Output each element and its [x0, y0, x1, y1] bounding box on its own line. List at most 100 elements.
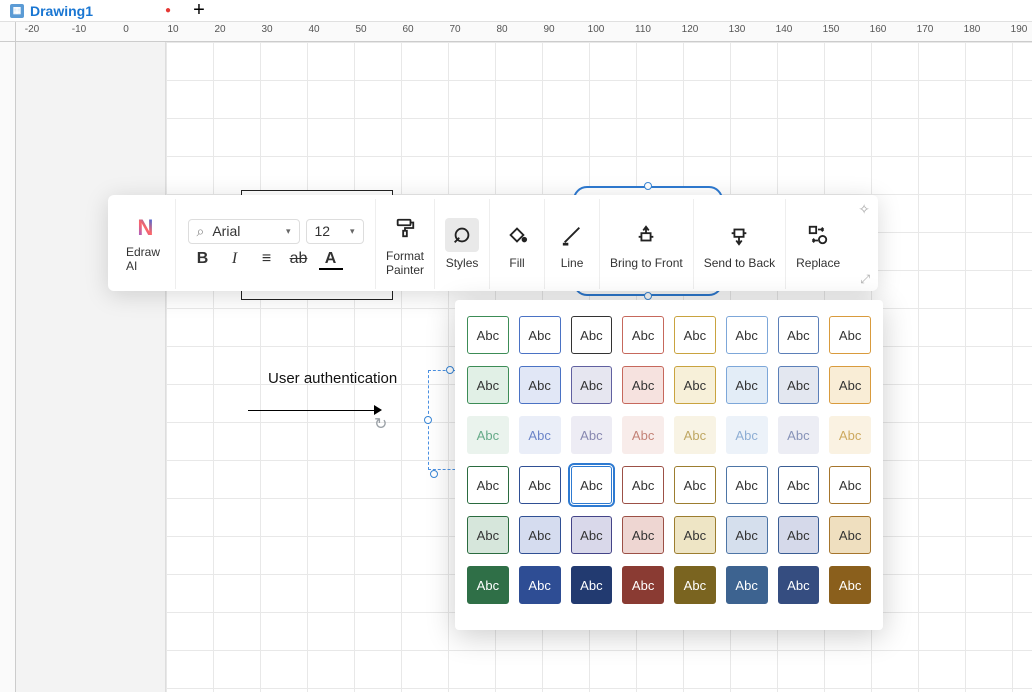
chevron-down-icon: ▾ [286, 226, 291, 237]
style-swatch[interactable]: Abc [467, 566, 509, 604]
style-swatch[interactable]: Abc [778, 466, 820, 504]
tab-bar: ▦ Drawing1 ● + [0, 0, 1032, 22]
floating-toolbar: ✧ ⤢ N Edraw AI ⌕ Arial ▾ 12 ▾ B I [108, 195, 878, 291]
text-user-auth[interactable]: User authentication [268, 370, 397, 387]
style-swatch[interactable]: Abc [674, 466, 716, 504]
style-swatch[interactable]: Abc [467, 516, 509, 554]
offpage-panel [16, 42, 166, 692]
ruler-tick: 120 [682, 24, 699, 35]
bucket-icon [500, 218, 534, 252]
rotate-handle[interactable] [644, 182, 652, 190]
style-swatch[interactable]: Abc [778, 366, 820, 404]
replace-button[interactable]: Replace [794, 216, 842, 272]
style-swatch[interactable]: Abc [519, 466, 561, 504]
bold-button[interactable]: B [192, 248, 214, 270]
style-swatch[interactable]: Abc [467, 466, 509, 504]
style-swatch[interactable]: Abc [622, 316, 664, 354]
ruler-tick: 80 [496, 24, 507, 35]
style-swatch[interactable]: Abc [778, 516, 820, 554]
style-swatch[interactable]: Abc [519, 366, 561, 404]
format-painter-button[interactable]: Format Painter [384, 209, 426, 279]
style-swatch[interactable]: Abc [519, 316, 561, 354]
tab-add-button[interactable]: + [193, 0, 205, 22]
ruler-tick: 50 [355, 24, 366, 35]
line-button[interactable]: Line [553, 216, 591, 272]
style-swatch[interactable]: Abc [519, 566, 561, 604]
bring-to-front-button[interactable]: Bring to Front [608, 216, 685, 272]
style-swatch[interactable]: Abc [622, 366, 664, 404]
styles-icon [445, 218, 479, 252]
ruler-tick: 170 [917, 24, 934, 35]
styles-button[interactable]: Styles [443, 216, 481, 272]
style-swatch[interactable]: Abc [622, 566, 664, 604]
style-swatch[interactable]: Abc [467, 316, 509, 354]
font-color-button[interactable]: A [320, 248, 342, 270]
edraw-ai-button[interactable]: N Edraw AI [124, 213, 167, 275]
style-swatch[interactable]: Abc [622, 466, 664, 504]
style-swatch[interactable]: Abc [674, 566, 716, 604]
fill-button[interactable]: Fill [498, 216, 536, 272]
style-swatch[interactable]: Abc [829, 466, 871, 504]
font-family-select[interactable]: ⌕ Arial ▾ [188, 219, 300, 244]
style-swatch[interactable]: Abc [519, 416, 561, 454]
ruler-tick: 160 [870, 24, 887, 35]
style-swatch[interactable]: Abc [622, 416, 664, 454]
sel-handle-t[interactable] [446, 366, 454, 374]
sel-handle-b[interactable] [430, 470, 438, 478]
pin-icon[interactable]: ✧ [858, 201, 870, 218]
style-swatch[interactable]: Abc [571, 466, 613, 504]
style-swatch[interactable]: Abc [571, 516, 613, 554]
align-button[interactable]: ≡ [256, 248, 278, 270]
style-swatch[interactable]: Abc [778, 566, 820, 604]
style-swatch[interactable]: Abc [674, 516, 716, 554]
style-swatch[interactable]: Abc [519, 516, 561, 554]
style-swatch[interactable]: Abc [726, 566, 768, 604]
search-icon: ⌕ [197, 223, 205, 240]
style-swatch[interactable]: Abc [571, 366, 613, 404]
style-swatch[interactable]: Abc [726, 466, 768, 504]
ruler-tick: 190 [1011, 24, 1028, 35]
connector-arrow[interactable] [248, 410, 376, 411]
ruler-horizontal: -20-100102030405060708090100110120130140… [0, 22, 1032, 42]
bring-front-icon [629, 218, 663, 252]
style-swatch[interactable]: Abc [726, 516, 768, 554]
style-swatch[interactable]: Abc [622, 516, 664, 554]
rotate-icon[interactable]: ↻ [374, 414, 387, 434]
style-swatch[interactable]: Abc [726, 316, 768, 354]
style-swatch[interactable]: Abc [674, 316, 716, 354]
style-swatch[interactable]: Abc [571, 566, 613, 604]
ruler-corner [0, 22, 16, 41]
send-to-back-button[interactable]: Send to Back [702, 216, 777, 272]
replace-icon [801, 218, 835, 252]
style-swatch[interactable]: Abc [467, 366, 509, 404]
ruler-tick: 100 [588, 24, 605, 35]
ai-icon: N [138, 215, 154, 241]
ruler-tick: 90 [543, 24, 554, 35]
ruler-tick: 10 [167, 24, 178, 35]
expand-icon[interactable]: ⤢ [860, 272, 870, 287]
style-swatch[interactable]: Abc [778, 316, 820, 354]
style-swatch[interactable]: Abc [571, 316, 613, 354]
styles-panel: AbcAbcAbcAbcAbcAbcAbcAbcAbcAbcAbcAbcAbcA… [455, 300, 883, 630]
strike-button[interactable]: ab [288, 248, 310, 270]
ruler-tick: 140 [776, 24, 793, 35]
style-swatch[interactable]: Abc [571, 416, 613, 454]
style-swatch[interactable]: Abc [778, 416, 820, 454]
ruler-tick: 40 [308, 24, 319, 35]
style-swatch[interactable]: Abc [829, 566, 871, 604]
style-swatch[interactable]: Abc [829, 316, 871, 354]
style-swatch[interactable]: Abc [829, 366, 871, 404]
italic-button[interactable]: I [224, 248, 246, 270]
resize-handle-bottom[interactable] [644, 292, 652, 300]
style-swatch[interactable]: Abc [674, 366, 716, 404]
tab-drawing[interactable]: ▦ Drawing1 [4, 3, 99, 19]
style-swatch[interactable]: Abc [726, 416, 768, 454]
sel-handle-m[interactable] [424, 416, 432, 424]
style-swatch[interactable]: Abc [726, 366, 768, 404]
tab-title: Drawing1 [30, 3, 93, 19]
style-swatch[interactable]: Abc [674, 416, 716, 454]
style-swatch[interactable]: Abc [829, 416, 871, 454]
font-size-select[interactable]: 12 ▾ [306, 219, 364, 244]
style-swatch[interactable]: Abc [467, 416, 509, 454]
style-swatch[interactable]: Abc [829, 516, 871, 554]
